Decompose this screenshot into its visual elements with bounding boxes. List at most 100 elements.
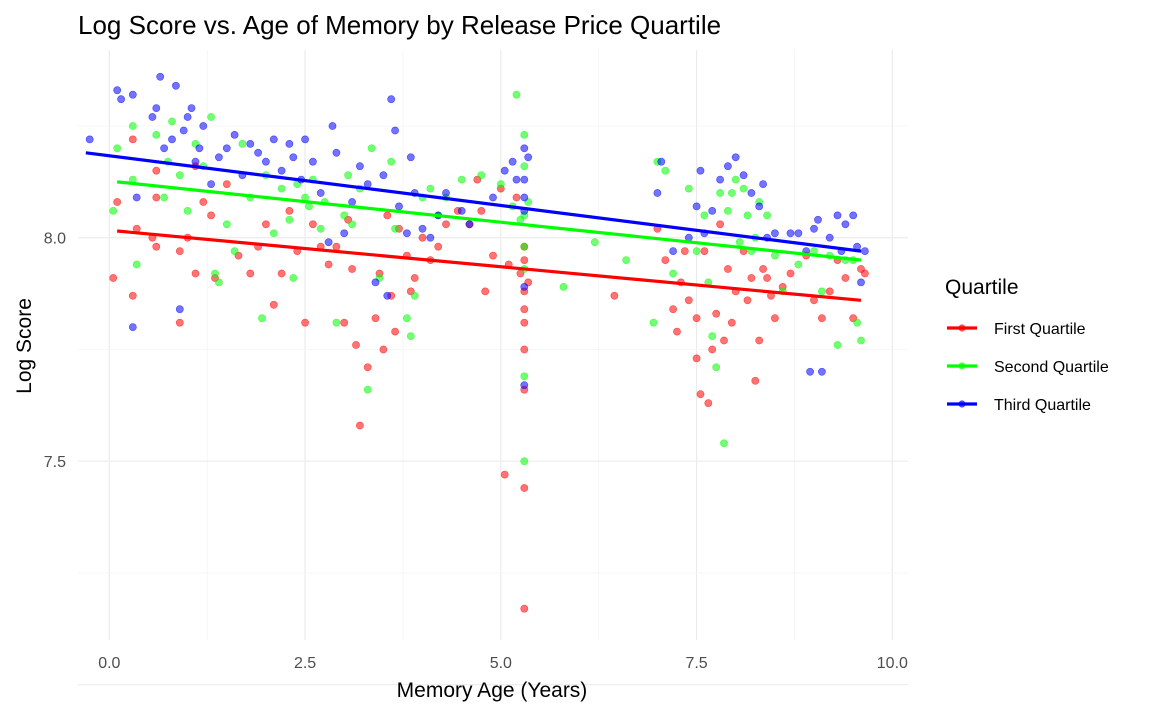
data-point (379, 345, 388, 354)
data-point (520, 193, 529, 202)
data-point (696, 166, 705, 175)
data-point (132, 193, 141, 202)
data-point (285, 139, 294, 148)
data-point (222, 144, 231, 153)
data-point (277, 269, 286, 278)
data-point (117, 95, 125, 104)
legend-swatch-point (958, 400, 966, 408)
data-point (559, 282, 568, 291)
data-point (207, 180, 215, 188)
data-point (610, 291, 619, 300)
data-point (391, 327, 399, 336)
data-point (496, 180, 505, 188)
x-tick-label: 5.0 (490, 655, 512, 672)
legend-label: Second Quartile (994, 359, 1109, 376)
data-point (207, 211, 215, 220)
data-point (512, 193, 521, 202)
data-point (692, 202, 701, 211)
data-point (520, 457, 529, 466)
data-point (289, 153, 298, 162)
data-point (653, 189, 662, 197)
data-point (410, 291, 419, 300)
data-point (520, 345, 529, 354)
data-point (191, 157, 200, 166)
data-point (590, 238, 599, 247)
data-point (395, 202, 403, 211)
data-point (211, 269, 219, 278)
data-point (731, 153, 740, 162)
data-point (418, 224, 427, 233)
data-point (649, 318, 658, 327)
data-point (277, 184, 286, 193)
data-point (348, 220, 356, 229)
data-point (301, 135, 309, 144)
data-point (724, 265, 732, 273)
data-point (708, 345, 717, 354)
data-point (418, 233, 427, 242)
data-point (861, 247, 869, 255)
data-point (755, 336, 764, 345)
data-point (771, 314, 779, 323)
data-point (332, 242, 341, 251)
data-point (391, 224, 399, 233)
data-point (171, 81, 180, 90)
y-tick-label: 8.0 (44, 231, 66, 248)
data-point (179, 126, 188, 135)
data-point (806, 367, 814, 376)
data-point (344, 171, 352, 180)
data-point (727, 189, 736, 197)
data-point (477, 206, 486, 215)
x-tick-label: 10.0 (877, 655, 908, 672)
data-point (692, 314, 701, 323)
data-point (520, 130, 529, 139)
data-point (465, 220, 474, 229)
data-point (214, 153, 223, 162)
data-point (113, 86, 122, 95)
data-point (853, 318, 861, 327)
data-point (406, 153, 415, 162)
y-axis-label: Log Score (13, 298, 36, 394)
data-point (128, 323, 137, 331)
data-point (222, 220, 231, 229)
data-point (763, 274, 771, 282)
data-point (128, 135, 137, 144)
data-point (857, 336, 865, 345)
data-point (340, 211, 349, 220)
data-point (254, 148, 262, 157)
data-point (168, 117, 176, 126)
data-point (520, 372, 529, 381)
data-point (520, 318, 529, 327)
data-point (175, 305, 184, 314)
trend-line (117, 229, 862, 302)
data-point (230, 130, 239, 139)
data-point (457, 175, 466, 184)
data-point (700, 247, 709, 255)
data-point (739, 184, 748, 193)
data-point (810, 224, 818, 233)
data-point (810, 296, 818, 305)
data-point (261, 220, 270, 229)
data-point (379, 171, 388, 180)
data-point (191, 269, 200, 278)
data-point (363, 363, 372, 372)
data-point (148, 113, 157, 121)
data-point (520, 162, 529, 171)
data-point (731, 175, 740, 184)
data-point (680, 247, 689, 255)
grid-lines (78, 50, 908, 686)
data-point (794, 229, 803, 238)
data-point (383, 211, 392, 220)
data-point (387, 95, 396, 104)
data-point (371, 314, 380, 323)
data-point (696, 390, 705, 399)
data-point (367, 144, 376, 153)
data-point (489, 251, 497, 260)
data-point (716, 189, 724, 197)
data-point (434, 242, 443, 251)
trend-line (85, 151, 862, 253)
data-point (771, 229, 779, 238)
data-point (269, 229, 278, 238)
data-point (520, 256, 529, 264)
data-point (849, 211, 858, 220)
data-point (759, 180, 767, 188)
